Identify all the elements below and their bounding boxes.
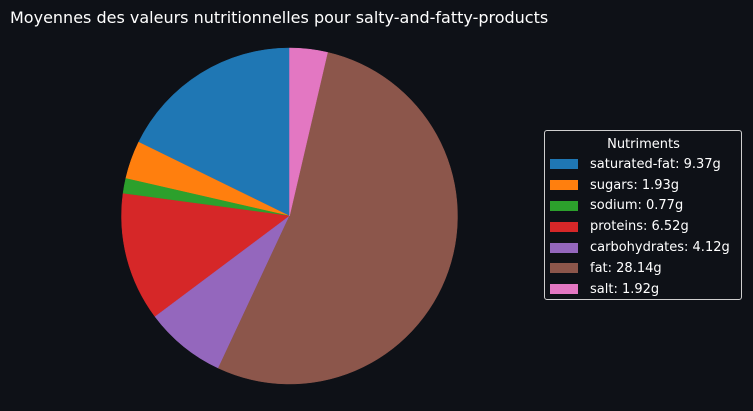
legend-swatch (550, 242, 578, 253)
chart-legend: Nutriments saturated-fat: 9.37g sugars: … (544, 130, 742, 300)
pie-slice-proteins (121, 193, 291, 318)
chart-title: Moyennes des valeurs nutritionnelles pou… (10, 8, 549, 27)
legend-swatch (550, 159, 578, 170)
legend-item-saturated-fat: saturated-fat: 9.37g (550, 154, 737, 175)
legend-label: fat: 28.14g (590, 260, 662, 276)
legend-label: saturated-fat: 9.37g (590, 156, 721, 172)
legend-item-fat: fat: 28.14g (550, 258, 737, 279)
legend-label: carbohydrates: 4.12g (590, 240, 730, 256)
legend-swatch (550, 221, 578, 232)
legend-item-carbohydrates: carbohydrates: 4.12g (550, 237, 737, 258)
legend-label: salt: 1.92g (590, 281, 660, 297)
legend-item-sugars: sugars: 1.93g (550, 175, 737, 196)
legend-swatch (550, 284, 578, 295)
legend-swatch (550, 200, 578, 211)
legend-item-sodium: sodium: 0.77g (550, 196, 737, 217)
legend-item-salt: salt: 1.92g (550, 279, 737, 300)
legend-label: sugars: 1.93g (590, 177, 680, 193)
legend-swatch (550, 263, 578, 274)
legend-swatch (550, 180, 578, 191)
pie-slice-salt (289, 47, 328, 217)
legend-label: proteins: 6.52g (590, 219, 689, 235)
legend-item-proteins: proteins: 6.52g (550, 216, 737, 237)
pie-slice-fat (217, 52, 458, 385)
legend-title: Nutriments (607, 137, 680, 152)
legend-label: sodium: 0.77g (590, 198, 684, 214)
pie-slice-saturated-fat (138, 47, 290, 217)
